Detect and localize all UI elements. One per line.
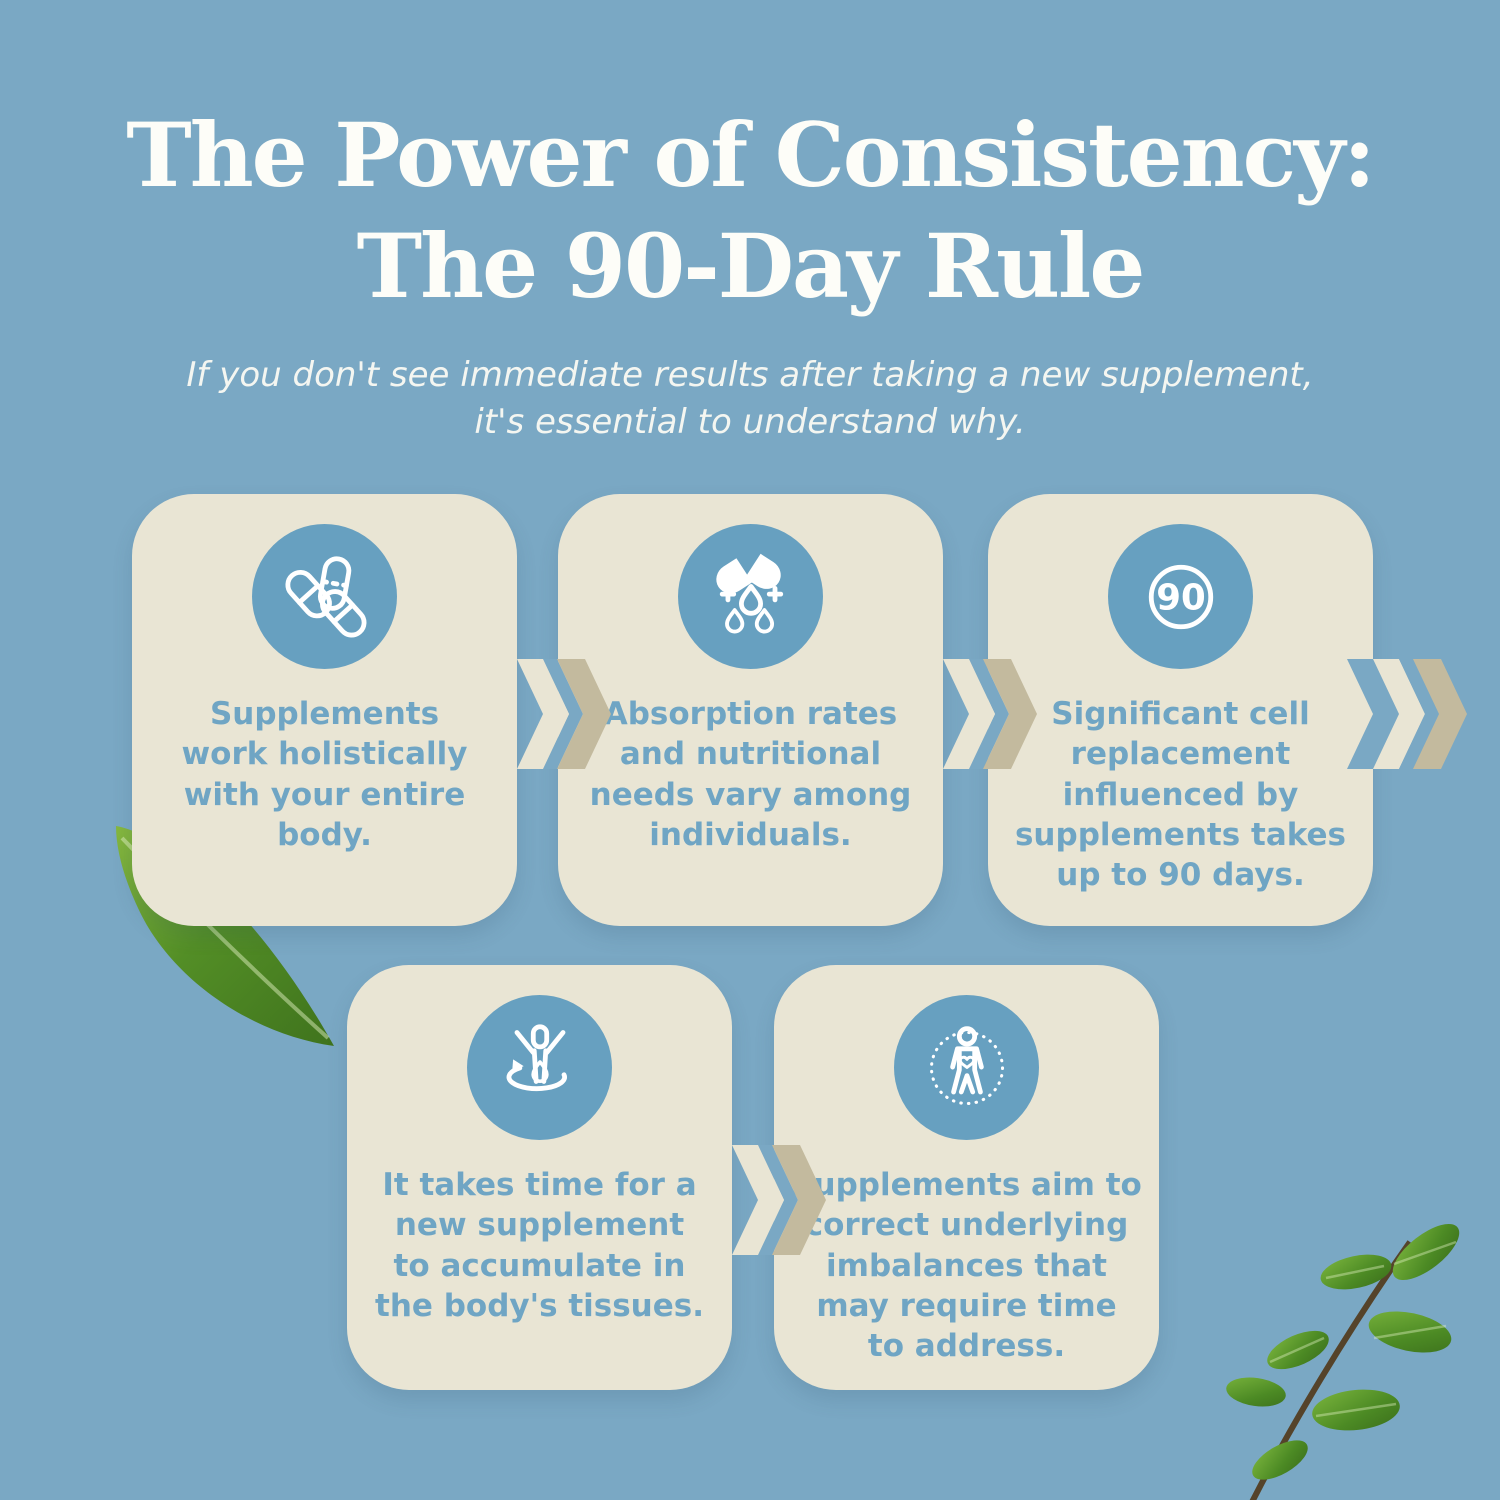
step-card-2: Absorption rates and nutritional needs v…	[558, 494, 943, 926]
absorption-drops-icon	[715, 553, 783, 633]
leafy-branch-photo	[1226, 1223, 1460, 1500]
step-card-text: Absorption rates and nutritional needs v…	[589, 696, 912, 853]
icon-circle: 90	[1108, 524, 1253, 669]
pills-icon	[284, 555, 366, 637]
double-chevron-arrow	[732, 1145, 826, 1255]
page-title: The Power of Consistency: The 90-Day Rul…	[126, 103, 1376, 318]
double-chevron-arrow	[517, 659, 611, 769]
svg-text:90: 90	[1156, 577, 1205, 618]
icon-circle	[678, 524, 823, 669]
step-card-text: Supplements work holistically with your …	[181, 696, 468, 853]
step-card-5: Supplements aim to correct underlying im…	[774, 965, 1159, 1390]
body-balance-icon	[929, 1025, 1004, 1105]
step-card-3: 90 Significant cell replacement influenc…	[988, 494, 1373, 926]
icon-circle	[467, 995, 612, 1140]
page-subtitle: If you don't see immediate results after…	[186, 355, 1314, 442]
icon-circle	[252, 524, 397, 669]
ninety-days-badge-icon: 90	[1148, 564, 1213, 629]
step-card-text: Supplements aim to correct underlying im…	[791, 1167, 1142, 1365]
step-card-1: Supplements work holistically with your …	[132, 494, 517, 926]
double-chevron-arrow	[943, 659, 1037, 769]
icon-circle	[894, 995, 1039, 1140]
step-card-text: It takes time for a new supplement to ac…	[375, 1167, 704, 1324]
double-chevron-arrow	[1347, 659, 1467, 769]
body-accumulation-icon	[506, 1023, 567, 1091]
step-card-text: Significant cell replacement influenced …	[1014, 696, 1346, 894]
step-card-4: It takes time for a new supplement to ac…	[347, 965, 732, 1390]
